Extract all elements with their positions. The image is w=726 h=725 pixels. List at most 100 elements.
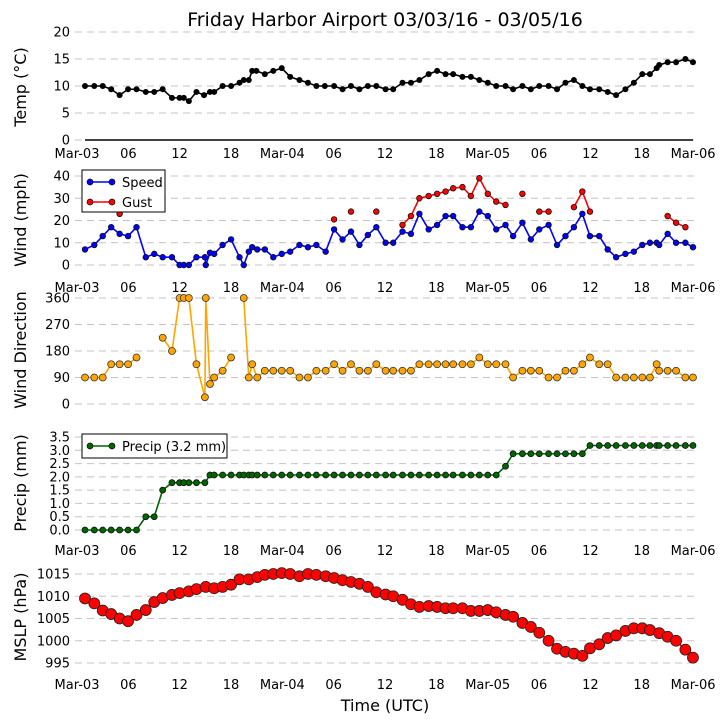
x-tick-label: Mar-04 bbox=[260, 544, 305, 559]
data-point bbox=[570, 203, 578, 211]
data-point bbox=[630, 442, 638, 449]
x-tick-label: 12 bbox=[582, 147, 599, 162]
x-tick-label: 06 bbox=[120, 678, 137, 693]
data-point bbox=[116, 526, 124, 534]
data-point bbox=[90, 526, 98, 534]
data-point bbox=[664, 59, 671, 66]
y-tick-label: 180 bbox=[45, 345, 70, 360]
data-point bbox=[612, 442, 620, 449]
x-tick-label: 06 bbox=[531, 544, 548, 559]
data-point bbox=[277, 366, 286, 375]
data-point bbox=[364, 231, 372, 239]
x-tick-label: 12 bbox=[582, 544, 599, 559]
data-point bbox=[115, 360, 124, 369]
x-tick-label: Mar-03 bbox=[55, 678, 100, 693]
data-point bbox=[604, 88, 611, 95]
data-point bbox=[296, 77, 303, 84]
y-tick-label: 1.5 bbox=[49, 484, 70, 499]
data-point bbox=[227, 353, 235, 362]
data-point bbox=[449, 212, 457, 220]
panel-temp: 0 5 10 15 20 Temp (°C) Mar-03 06 12 18 Mar-04 06 12 1… bbox=[11, 26, 716, 163]
data-point bbox=[595, 360, 604, 369]
data-point bbox=[91, 241, 98, 249]
data-point bbox=[260, 366, 269, 375]
data-point bbox=[442, 188, 449, 195]
x-tick-label: Mar-05 bbox=[465, 147, 510, 162]
data-point bbox=[398, 366, 407, 375]
data-point bbox=[502, 201, 509, 209]
legend-marker bbox=[108, 178, 116, 186]
y-axis-label: MSLP (hPa) bbox=[11, 573, 30, 662]
data-point bbox=[399, 79, 406, 86]
y-axis-label: Wind Direction bbox=[11, 291, 30, 409]
y-tick-label: 0 bbox=[62, 134, 70, 149]
data-point bbox=[253, 373, 262, 382]
data-point bbox=[562, 79, 569, 86]
data-point bbox=[286, 248, 294, 255]
data-point bbox=[253, 67, 260, 74]
panel-mslp: 995 1000 1005 1010 1015 MSLP (hPa) Mar-03 06 12 1… bbox=[11, 567, 716, 693]
data-point bbox=[689, 373, 697, 382]
data-point bbox=[519, 190, 526, 197]
data-point bbox=[570, 77, 577, 84]
data-point bbox=[622, 250, 629, 258]
data-point bbox=[82, 83, 88, 89]
data-point bbox=[664, 442, 672, 449]
data-point bbox=[434, 67, 441, 74]
data-point bbox=[646, 71, 653, 78]
y-tick-label: 2.0 bbox=[49, 470, 70, 485]
data-point bbox=[622, 442, 629, 449]
data-point bbox=[510, 86, 517, 93]
x-tick-label: Mar-04 bbox=[260, 281, 305, 296]
data-point bbox=[433, 360, 442, 369]
data-point bbox=[304, 471, 312, 479]
x-tick-label: 12 bbox=[582, 281, 599, 296]
data-point bbox=[612, 254, 620, 261]
x-tick-label: Mar-03 bbox=[55, 147, 100, 162]
data-point bbox=[185, 98, 192, 105]
data-point bbox=[364, 83, 371, 89]
data-point bbox=[509, 450, 517, 458]
data-point bbox=[150, 513, 158, 521]
x-tick-label: 18 bbox=[428, 544, 445, 559]
x-tick-label: 18 bbox=[223, 281, 240, 296]
data-point bbox=[493, 83, 500, 89]
y-tick-label: 20 bbox=[53, 26, 70, 41]
data-point bbox=[399, 228, 406, 235]
data-point bbox=[330, 360, 338, 369]
y-tick-label: 1015 bbox=[37, 568, 70, 583]
data-point bbox=[122, 615, 134, 628]
data-point bbox=[679, 643, 692, 656]
data-point bbox=[382, 239, 389, 246]
data-point bbox=[142, 88, 149, 95]
x-tick-label: 18 bbox=[223, 147, 240, 162]
data-point bbox=[475, 471, 483, 479]
data-point bbox=[407, 366, 415, 375]
data-point bbox=[304, 243, 312, 251]
data-point bbox=[339, 86, 346, 93]
data-point bbox=[227, 471, 235, 479]
y-tick-label: 0 bbox=[62, 398, 70, 413]
y-tick-label: 0 bbox=[62, 259, 70, 274]
data-point bbox=[578, 450, 586, 458]
data-point bbox=[652, 360, 661, 369]
data-point bbox=[476, 77, 483, 84]
y-tick-label: 0.0 bbox=[49, 524, 70, 539]
y-axis-label: Wind (mph) bbox=[11, 173, 30, 267]
data-point bbox=[382, 86, 389, 93]
legend-label: Gust bbox=[122, 196, 152, 211]
x-tick-label: 06 bbox=[531, 147, 548, 162]
data-point bbox=[159, 254, 166, 261]
data-point bbox=[245, 248, 253, 255]
data-point bbox=[646, 239, 654, 246]
data-point bbox=[372, 360, 381, 369]
x-tick-label: 12 bbox=[377, 147, 394, 162]
data-point bbox=[321, 366, 330, 375]
x-tick-label: 18 bbox=[633, 678, 650, 693]
x-tick-label: 12 bbox=[171, 678, 188, 693]
legend-label: Speed bbox=[122, 176, 163, 191]
data-point bbox=[356, 241, 363, 249]
data-point bbox=[116, 230, 123, 238]
data-point bbox=[347, 83, 354, 89]
data-point bbox=[381, 366, 390, 375]
